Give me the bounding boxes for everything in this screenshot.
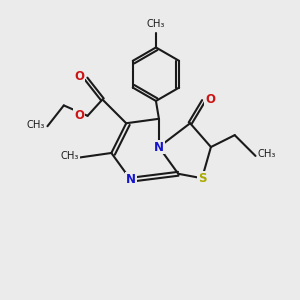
Text: CH₃: CH₃	[61, 151, 79, 161]
Text: CH₃: CH₃	[258, 149, 276, 160]
Text: CH₃: CH₃	[147, 19, 165, 29]
Text: S: S	[198, 172, 206, 185]
Text: O: O	[74, 109, 84, 122]
Text: N: N	[126, 173, 136, 186]
Text: N: N	[154, 140, 164, 154]
Text: O: O	[75, 70, 85, 83]
Text: CH₃: CH₃	[27, 120, 45, 130]
Text: O: O	[205, 93, 215, 106]
